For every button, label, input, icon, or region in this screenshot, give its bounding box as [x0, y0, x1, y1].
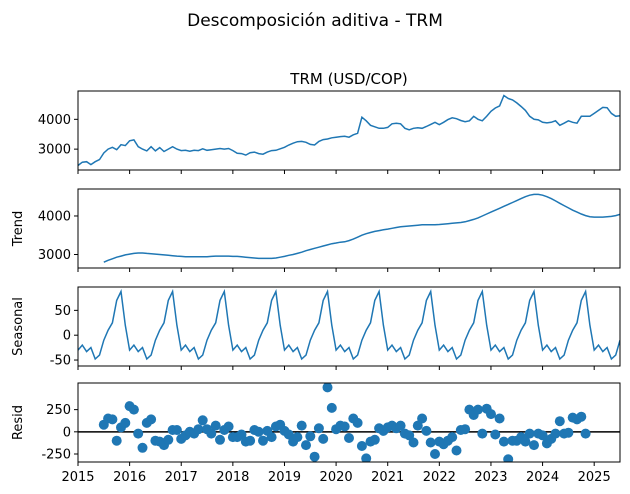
resid-point [223, 421, 234, 432]
y-tick-label: 0 [63, 329, 71, 344]
resid-point [253, 426, 264, 437]
panel-observed: 3000 4000 TRM (USD/COP) [38, 70, 621, 174]
figure-suptitle: Descomposición aditiva - TRM [187, 11, 443, 31]
resid-point [369, 434, 380, 445]
resid-point [477, 428, 488, 439]
y-axis-label: Trend [11, 211, 26, 248]
resid-point [326, 402, 337, 413]
axes-frame [77, 382, 621, 463]
resid-point [107, 414, 118, 425]
resid-point [486, 409, 496, 420]
observed-series-line [78, 94, 620, 167]
resid-point [498, 436, 509, 447]
panels: 3000 4000 TRM (USD/COP) 3000 4000 Trend -50 0 50… [11, 70, 621, 485]
resid-point [451, 445, 462, 456]
resid-point [301, 440, 311, 451]
resid-point [137, 442, 148, 453]
resid-point [146, 414, 157, 425]
panel-seasonal: -50 0 50 Seasonal [11, 286, 621, 370]
resid-point [408, 437, 419, 448]
resid-point [318, 433, 329, 444]
resid-point [460, 424, 471, 435]
y-tick-label: 4000 [38, 209, 71, 224]
resid-point [128, 404, 139, 415]
resid-point [524, 428, 535, 439]
resid-point [215, 434, 225, 445]
resid-point [417, 413, 428, 424]
resid-point [339, 421, 350, 432]
x-tick-label: 2025 [578, 470, 611, 485]
resid-point [494, 413, 505, 424]
resid-point [503, 454, 514, 462]
resid-point [395, 420, 406, 431]
resid-point [520, 436, 531, 447]
y-axis-label: Resid [11, 405, 26, 440]
resid-point [529, 440, 539, 451]
y-tick-label: -50 [50, 354, 71, 369]
trend-series-line [103, 193, 620, 263]
resid-point [473, 404, 483, 415]
resid-point [120, 417, 131, 428]
y-axis-label: Seasonal [11, 297, 26, 356]
resid-point [322, 383, 333, 393]
panel-title: TRM (USD/COP) [289, 70, 407, 88]
y-tick-label: -250 [41, 448, 71, 463]
y-tick-label: 50 [54, 304, 71, 319]
resid-point [425, 437, 436, 448]
resid-point [163, 434, 174, 445]
x-tick-label: 2021 [371, 470, 404, 485]
axes-frame [77, 286, 621, 367]
resid-point [352, 417, 363, 428]
axes-frame [77, 90, 621, 171]
y-tick-label: 4000 [38, 113, 71, 128]
x-tick-label: 2020 [320, 470, 353, 485]
axes-frame [77, 188, 621, 269]
resid-point [266, 432, 277, 443]
panel-resid: -250 0 250 2015 2016 2017 2018 2019 2020 2021 2022… [11, 382, 621, 485]
resid-point [356, 441, 367, 451]
x-tick-label: 2024 [526, 470, 559, 485]
resid-point [563, 427, 574, 438]
resid-point [245, 435, 256, 446]
y-tick-label: 3000 [38, 143, 71, 158]
resid-point [133, 428, 144, 439]
x-tick-label: 2015 [61, 470, 94, 485]
x-tick-label: 2018 [216, 470, 249, 485]
resid-point [313, 423, 324, 434]
y-tick-label: 250 [46, 403, 71, 418]
resid-point [309, 451, 320, 462]
y-tick-label: 3000 [38, 248, 71, 263]
x-tick-label: 2022 [423, 470, 456, 485]
resid-point [554, 416, 565, 427]
resid-point [197, 415, 208, 426]
resid-point [296, 420, 307, 431]
resid-point [344, 433, 354, 443]
x-tick-label: 2017 [165, 470, 198, 485]
resid-point [292, 432, 303, 443]
resid-point [258, 435, 268, 446]
resid-points [98, 383, 591, 462]
resid-point [305, 431, 316, 442]
resid-point [171, 425, 182, 435]
resid-point [210, 420, 221, 431]
resid-point [490, 429, 501, 440]
resid-point [421, 425, 432, 436]
resid-point [550, 428, 561, 439]
y-tick-label: 0 [63, 425, 71, 440]
x-tick-label: 2019 [268, 470, 301, 485]
x-tick-label: 2023 [474, 470, 507, 485]
x-tick-label: 2016 [113, 470, 146, 485]
resid-point [193, 424, 204, 435]
resid-point [361, 453, 372, 462]
resid-point [447, 432, 458, 443]
resid-point [206, 428, 217, 439]
resid-point [537, 430, 548, 441]
seasonal-series-line [78, 288, 620, 361]
panel-trend: 3000 4000 Trend [11, 188, 621, 272]
resid-point [580, 428, 591, 439]
resid-point [576, 411, 587, 422]
resid-point [111, 435, 122, 446]
resid-point [430, 449, 440, 459]
